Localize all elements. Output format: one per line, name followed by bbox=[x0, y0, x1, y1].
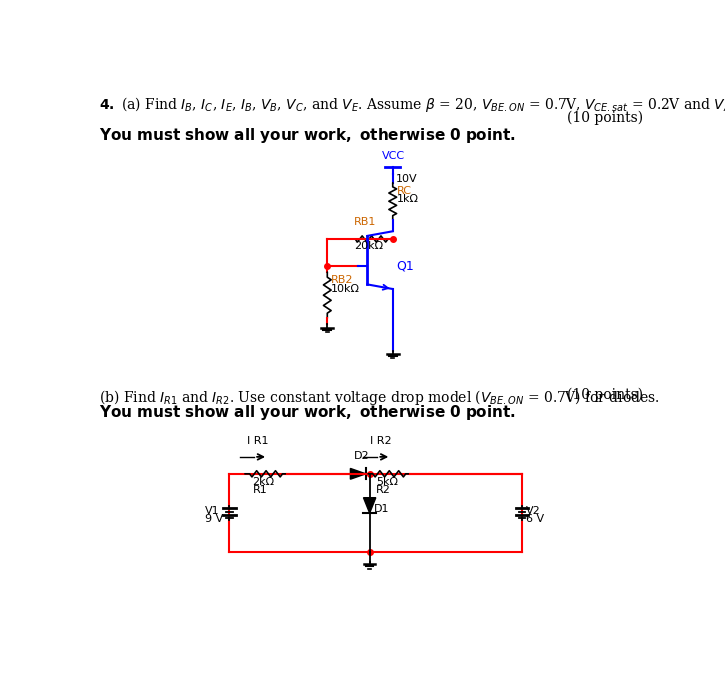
Text: D2: D2 bbox=[355, 451, 370, 461]
Text: 5kΩ: 5kΩ bbox=[376, 477, 398, 487]
Text: I R1: I R1 bbox=[247, 436, 269, 446]
Text: 10V: 10V bbox=[396, 174, 418, 183]
Text: VCC: VCC bbox=[382, 151, 405, 161]
Text: I R2: I R2 bbox=[370, 436, 392, 446]
Polygon shape bbox=[350, 468, 366, 479]
Text: 10kΩ: 10kΩ bbox=[331, 285, 360, 295]
Text: V2: V2 bbox=[526, 506, 541, 516]
Text: (10 points): (10 points) bbox=[567, 110, 643, 125]
Text: Q1: Q1 bbox=[397, 260, 414, 272]
Text: (b) Find $I_{R1}$ and $I_{R2}$. Use constant voltage drop model ($V_{BE.ON}$ = 0: (b) Find $I_{R1}$ and $I_{R2}$. Use cons… bbox=[99, 387, 659, 406]
Text: $\bf{You\ must\ show\ all\ your\ work,\ otherwise\ 0\ point.}$: $\bf{You\ must\ show\ all\ your\ work,\ … bbox=[99, 403, 515, 422]
Text: 9 V: 9 V bbox=[205, 514, 223, 524]
Text: 20kΩ: 20kΩ bbox=[355, 241, 384, 251]
Text: 1kΩ: 1kΩ bbox=[397, 193, 418, 203]
Text: R2: R2 bbox=[376, 485, 391, 495]
Text: 6 V: 6 V bbox=[526, 514, 544, 524]
Text: $\bf{You\ must\ show\ all\ your\ work,\ otherwise\ 0\ point.}$: $\bf{You\ must\ show\ all\ your\ work,\ … bbox=[99, 126, 515, 145]
Polygon shape bbox=[363, 498, 376, 513]
Text: (10 points): (10 points) bbox=[567, 387, 643, 402]
Text: 2kΩ: 2kΩ bbox=[252, 477, 275, 487]
Text: $\bf{4.}$ (a) Find $I_B$, $I_C$, $I_E$, $I_B$, $V_B$, $V_C$, and $V_E$. Assume $: $\bf{4.}$ (a) Find $I_B$, $I_C$, $I_E$, … bbox=[99, 95, 725, 114]
Text: D1: D1 bbox=[373, 504, 389, 514]
Text: R1: R1 bbox=[252, 485, 268, 495]
Text: RB2: RB2 bbox=[331, 275, 354, 285]
Text: RB1: RB1 bbox=[355, 216, 376, 226]
Text: RC: RC bbox=[397, 186, 412, 196]
Text: V1: V1 bbox=[205, 506, 220, 516]
